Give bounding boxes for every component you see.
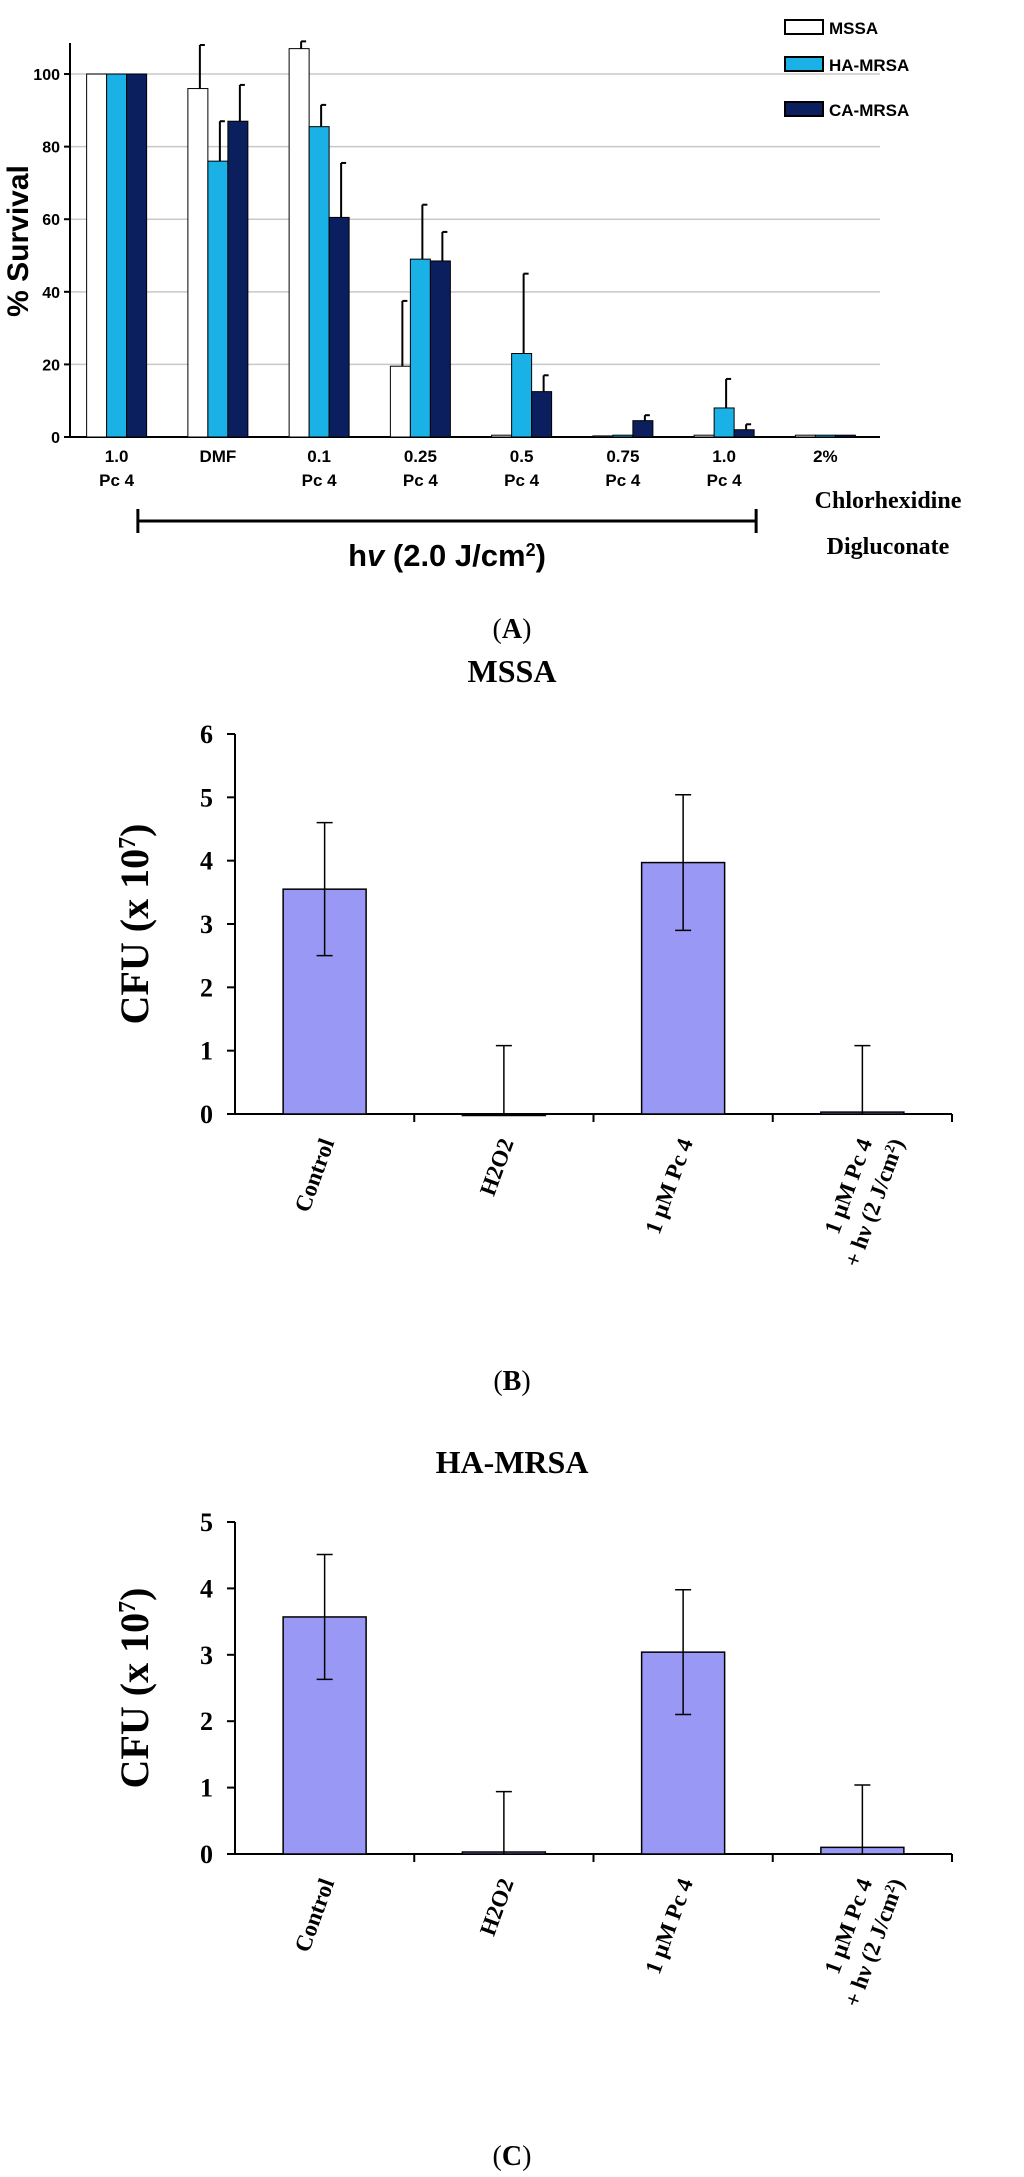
legend-label-ca-mrsa: CA-MRSA [829,101,909,120]
chart-title-b: MSSA [468,653,557,689]
bar-a-ca-mrsa-7 [834,434,856,438]
y-tick-label-c-5: 5 [200,1508,213,1537]
x-tick-label-b-0: Control [290,1135,340,1215]
y-tick-label-b-1: 1 [200,1037,213,1066]
x-tick-label-c-2: 1 µM Pc 4 [640,1875,698,1977]
x-tick-label-a-5: 0.75 [606,447,639,466]
bar-a-ha-mrsa-6 [713,407,735,438]
x-tick-label-a-6: 1.0 [712,447,736,466]
y-tick-label-b-6: 6 [200,720,213,749]
x-tick-label-a-7: 2% [813,447,838,466]
bar-a-ha-mrsa-3 [409,258,431,438]
bar-a-mssa-6 [693,434,715,438]
y-axis-label-b: CFU (x 107) [112,824,157,1025]
bar-a-ha-mrsa-7 [814,434,836,438]
panel-label-b: (B) [493,1366,530,1397]
chart-c: HA-MRSA 0 1 2 3 4 5 CFU (x 107) Control H2O2 1 µM … [112,1444,953,2010]
bar-a-ca-mrsa-4 [531,391,553,438]
bar-a-ha-mrsa-2 [308,126,330,438]
panel-label-c: (C) [493,2141,532,2172]
y-tick-label-c-0: 0 [200,1840,213,1869]
bar-a-ca-mrsa-3 [429,260,451,438]
y-tick-label-c-1: 1 [200,1774,213,1803]
x-tick-label-a-6-line2: Pc 4 [707,471,743,490]
side-label-line1: Chlorhexidine [815,488,962,514]
x-tick-label-a-4: 0.5 [510,447,534,466]
bar-a-mssa-7 [794,434,816,438]
chart-b: MSSA 0 1 2 3 4 5 6 CFU (x 107) Control H2O2 1 µM Pc… [112,653,953,1270]
bar-a-ca-mrsa-5 [632,420,654,438]
legend-swatch-ca-mrsa [784,101,824,117]
bar-a-ha-mrsa-4 [511,353,533,438]
x-tick-label-a-0-line2: Pc 4 [99,471,135,490]
legend-label-ha-mrsa: HA-MRSA [829,56,909,75]
y-tick-label-b-4: 4 [200,847,213,876]
legend-swatch-mssa [784,19,824,35]
bar-a-ha-mrsa-5 [612,434,634,438]
x-tick-label-a-3: 0.25 [404,447,437,466]
bar-a-ha-mrsa-0 [106,73,128,438]
x-tick-label-a-5-line2: Pc 4 [605,471,641,490]
x-tick-label-c-1: H2O2 [475,1875,519,1939]
y-tick-label-a-0: 0 [51,430,60,447]
y-tick-label-c-4: 4 [200,1574,213,1603]
bar-a-mssa-1 [187,88,209,438]
x-tick-label-a-2: 0.1 [307,447,331,466]
y-tick-label-a-20: 20 [42,357,60,374]
x-tick-label-a-3-line2: Pc 4 [403,471,439,490]
y-tick-label-c-2: 2 [200,1707,213,1736]
x-tick-label-c-0: Control [290,1875,340,1955]
x-tick-label-a-2-line2: Pc 4 [302,471,338,490]
bar-a-ca-mrsa-1 [227,120,249,438]
y-tick-label-b-2: 2 [200,973,213,1002]
x-tick-label-b-1: H2O2 [475,1135,519,1199]
bar-a-ca-mrsa-6 [733,429,755,438]
bar-a-mssa-2 [288,48,310,438]
bracket-label: hv (2.0 J/cm2) [348,538,546,573]
y-tick-label-a-80: 80 [42,140,60,157]
chart-a: 0 20 40 60 80 100 % Survival 1.0 Pc 4 DMF 0.1 Pc 4 0… [2,19,962,573]
x-tick-label-a-0: 1.0 [105,447,129,466]
y-axis-label-c: CFU (x 107) [112,1588,157,1789]
side-label-line2: Digluconate [827,534,950,560]
legend-swatch-ha-mrsa [784,56,824,72]
bar-a-ca-mrsa-0 [126,73,148,438]
x-tick-label-a-1: DMF [199,447,236,466]
chart-title-c: HA-MRSA [436,1444,589,1480]
legend-label-mssa: MSSA [829,19,878,38]
bar-b-1 [461,1113,547,1117]
y-tick-label-a-100: 100 [33,67,60,84]
y-tick-label-b-3: 3 [200,910,213,939]
y-tick-label-b-5: 5 [200,783,213,812]
bar-a-mssa-0 [86,73,108,438]
y-tick-label-b-0: 0 [200,1100,213,1129]
bar-a-mssa-3 [389,365,411,438]
bar-a-mssa-5 [592,435,614,438]
x-tick-label-a-4-line2: Pc 4 [504,471,540,490]
x-tick-label-b-2: 1 µM Pc 4 [640,1135,698,1237]
y-tick-label-c-3: 3 [200,1641,213,1670]
panel-label-a: (A) [493,614,532,645]
bar-a-mssa-4 [491,434,513,438]
bar-a-ha-mrsa-1 [207,160,229,438]
y-tick-label-a-40: 40 [42,285,60,302]
y-tick-label-a-60: 60 [42,212,60,229]
bar-a-ca-mrsa-2 [328,216,350,438]
y-axis-label-a: % Survival [2,165,35,317]
